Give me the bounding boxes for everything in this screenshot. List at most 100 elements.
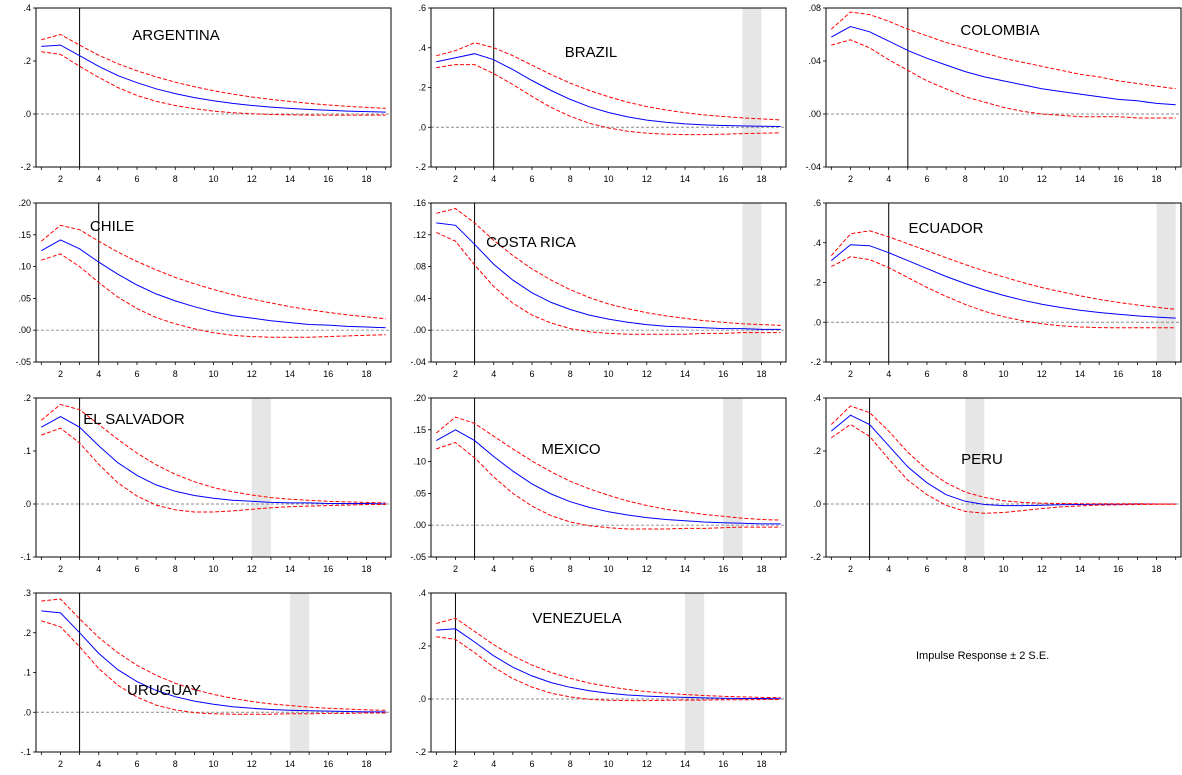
x-tick-label: 6: [134, 369, 139, 379]
y-tick-label: .00: [413, 325, 426, 335]
chart-svg-uruguay: 2 4 6 8 10 12 14 16 18 -.1 .0 .1 .2 .3 URUGUAY: [20, 588, 392, 769]
x-tick-label: 4: [886, 174, 891, 184]
x-tick-label: 16: [718, 174, 728, 184]
y-tick-label: .3: [23, 588, 31, 598]
x-tick-label: 10: [208, 564, 218, 574]
x-tick-label: 14: [1075, 369, 1085, 379]
series-response-line: [436, 53, 781, 127]
chart-panel-brazil: 2 4 6 8 10 12 14 16 18 -.2 .0 .2 .4 .6 BRAZIL: [395, 0, 789, 190]
x-tick-label: 10: [603, 759, 613, 769]
y-tick-label: .6: [418, 3, 426, 13]
chart-title: URUGUAY: [127, 682, 201, 699]
series-response-line: [41, 239, 386, 329]
shaded-region: [1156, 203, 1176, 362]
series-lower-line: [41, 427, 386, 513]
chart-svg-colombia: 2 4 6 8 10 12 14 16 18 -.04 .00 .04 .08 COLOMBIA: [805, 3, 1182, 184]
chart-title: COLOMBIA: [960, 22, 1039, 39]
x-tick-label: 6: [134, 564, 139, 574]
y-tick-label: .2: [813, 446, 821, 456]
chart-title: MEXICO: [541, 441, 600, 458]
x-tick-label: 12: [247, 369, 257, 379]
y-tick-label: .08: [808, 3, 821, 13]
x-tick-label: 12: [642, 369, 652, 379]
x-tick-label: 16: [718, 759, 728, 769]
y-tick-label: .20: [413, 393, 426, 403]
x-tick-label: 2: [58, 564, 63, 574]
x-tick-label: 18: [757, 174, 767, 184]
x-tick-label: 10: [998, 369, 1008, 379]
y-tick-label: .08: [413, 262, 426, 272]
y-tick-label: .00: [413, 520, 426, 530]
chart-svg-venezuela: 2 4 6 8 10 12 14 16 18 -.2 .0 .2 .4 VENEZUELA: [415, 588, 787, 769]
x-tick-label: 2: [453, 759, 458, 769]
y-tick-label: .4: [418, 43, 426, 53]
x-tick-label: 4: [491, 564, 496, 574]
x-tick-label: 18: [1152, 564, 1162, 574]
series-upper-line: [435, 416, 781, 521]
shaded-region: [742, 8, 762, 167]
x-tick-label: 6: [924, 369, 929, 379]
x-tick-label: 8: [963, 564, 968, 574]
x-tick-label: 14: [285, 759, 295, 769]
y-tick-label: .0: [23, 707, 31, 717]
series-response-line: [41, 416, 386, 505]
x-tick-label: 16: [1113, 174, 1123, 184]
x-tick-label: 8: [173, 564, 178, 574]
chart-svg-costa-rica: 2 4 6 8 10 12 14 16 18 -.04 .00 .04 .08 .12 .16 COSTA R…: [410, 198, 787, 379]
x-tick-label: 2: [848, 369, 853, 379]
x-tick-label: 18: [362, 759, 372, 769]
x-tick-label: 12: [642, 174, 652, 184]
y-tick-label: .0: [418, 694, 426, 704]
series-response-line: [830, 414, 1176, 507]
x-tick-label: 4: [491, 759, 496, 769]
x-tick-label: 6: [924, 564, 929, 574]
series-response-line: [41, 610, 386, 713]
x-tick-label: 10: [208, 369, 218, 379]
chart-title: ARGENTINA: [132, 27, 220, 44]
series-upper-line: [436, 208, 781, 326]
x-tick-label: 8: [568, 564, 573, 574]
series-lower-line: [41, 253, 386, 338]
x-tick-label: 8: [963, 369, 968, 379]
x-tick-label: 10: [208, 759, 218, 769]
y-tick-label: .0: [23, 109, 31, 119]
y-tick-label: -.05: [410, 552, 426, 562]
series-lower-line: [436, 441, 781, 530]
y-tick-label: .0: [813, 317, 821, 327]
x-tick-label: 8: [568, 174, 573, 184]
y-tick-label: .04: [413, 293, 426, 303]
chart-panel-mexico: 2 4 6 8 10 12 14 16 18 -.05 .00 .05 .10 .15 .20 MEXICO: [395, 390, 789, 580]
y-tick-label: .20: [18, 198, 31, 208]
y-tick-label: .0: [418, 122, 426, 132]
series-upper-line: [41, 33, 386, 109]
x-tick-label: 6: [529, 564, 534, 574]
chart-panel-uruguay: 2 4 6 8 10 12 14 16 18 -.1 .0 .1 .2 .3 URUGUAY: [0, 585, 394, 775]
series-upper-line: [436, 42, 781, 121]
chart-title: BRAZIL: [565, 44, 618, 61]
footnote: Impulse Response ± 2 S.E.: [916, 650, 1050, 662]
x-tick-label: 14: [285, 564, 295, 574]
x-tick-label: 14: [1075, 564, 1085, 574]
x-tick-label: 4: [96, 564, 101, 574]
chart-panel-ecuador: 2 4 6 8 10 12 14 16 18 -.2 .0 .2 .4 .6 ECUADOR: [790, 195, 1182, 385]
chart-panel-venezuela: 2 4 6 8 10 12 14 16 18 -.2 .0 .2 .4 VENEZUELA: [395, 585, 789, 775]
y-tick-label: .10: [413, 457, 426, 467]
series-response-line: [436, 628, 781, 700]
x-tick-label: 12: [642, 759, 652, 769]
x-tick-label: 12: [1037, 564, 1047, 574]
x-tick-label: 18: [362, 369, 372, 379]
x-tick-label: 16: [323, 564, 333, 574]
x-tick-label: 8: [963, 174, 968, 184]
x-tick-label: 14: [680, 369, 690, 379]
series-lower-line: [831, 256, 1176, 329]
y-tick-label: .04: [808, 56, 821, 66]
chart-svg-el-salvador: 2 4 6 8 10 12 14 16 18 -.1 .0 .1 .2 EL SALVADOR: [20, 393, 392, 574]
series-lower-line: [436, 636, 781, 702]
chart-title: CHILE: [90, 218, 134, 235]
series-response-line: [831, 25, 1176, 106]
x-tick-label: 10: [208, 174, 218, 184]
y-tick-label: .2: [418, 641, 426, 651]
x-tick-label: 6: [134, 174, 139, 184]
chart-svg-mexico: 2 4 6 8 10 12 14 16 18 -.05 .00 .05 .10 .15 .20 MEXICO: [410, 393, 787, 574]
y-tick-label: .4: [813, 238, 821, 248]
